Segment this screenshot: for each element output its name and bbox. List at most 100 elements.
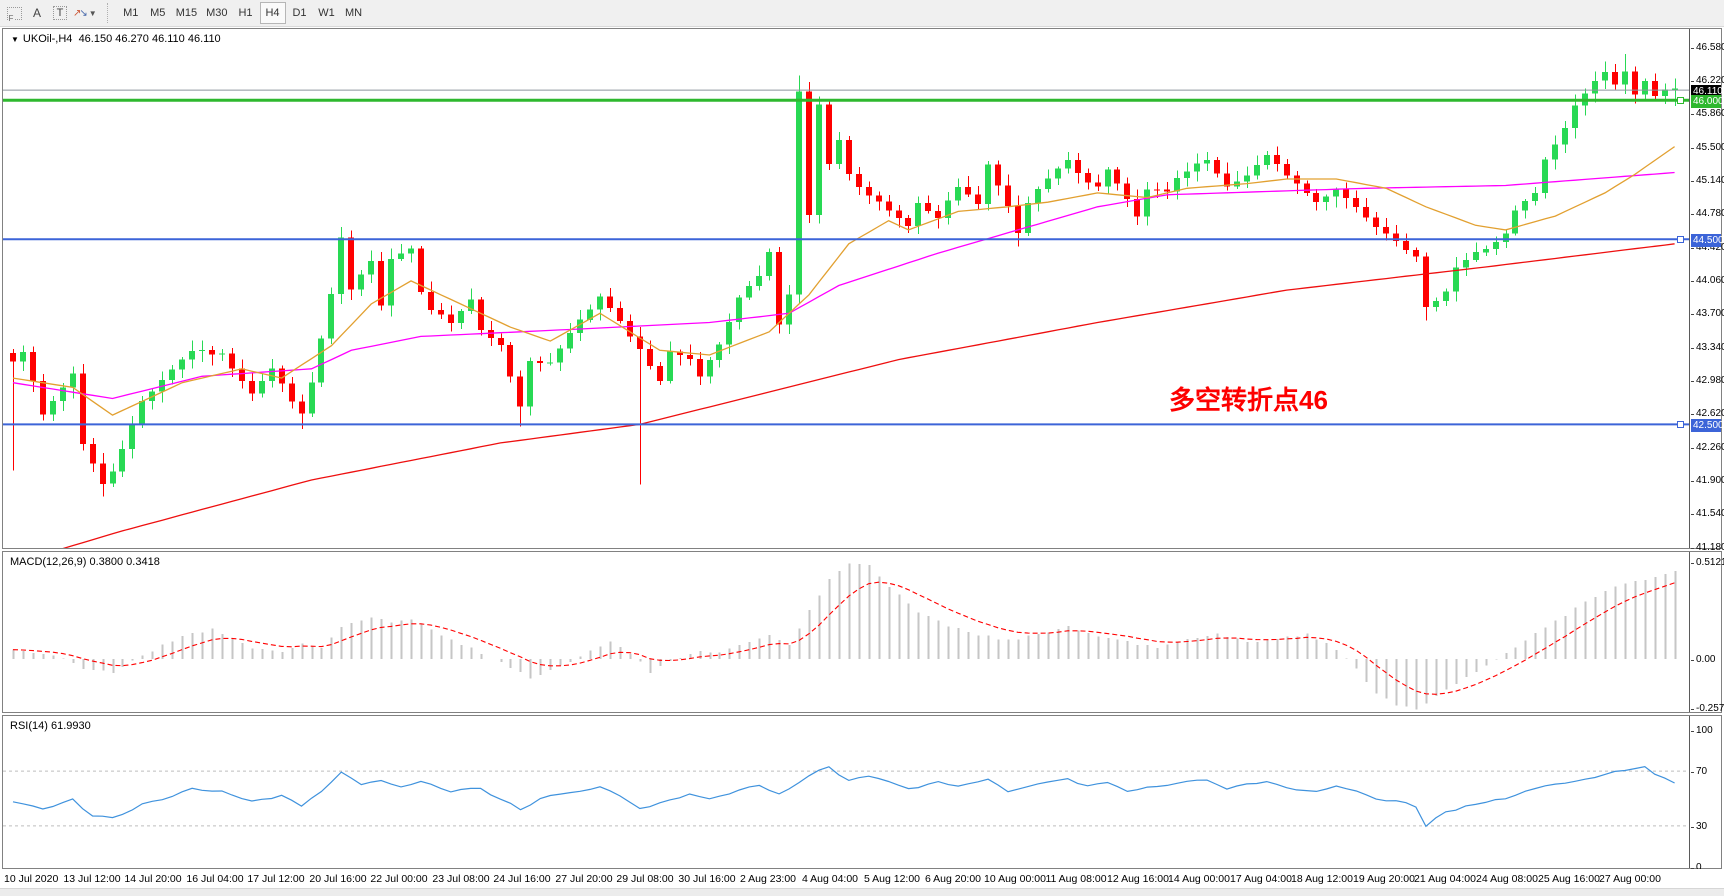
timeframe-button-MN[interactable]: MN	[344, 7, 363, 19]
letter-a-icon: A	[32, 6, 41, 20]
price-chart-plot[interactable]	[3, 29, 1690, 548]
time-axis-label: 11 Aug 08:00	[1045, 873, 1107, 885]
time-axis-label: 23 Jul 08:00	[432, 873, 490, 885]
rsi-axis-label: 70	[1696, 766, 1708, 778]
axis-tick	[1691, 181, 1694, 182]
price-axis-label: 44.420	[1696, 241, 1724, 253]
hline-handle-42.500[interactable]	[1677, 420, 1684, 428]
text-button[interactable]: T	[49, 2, 71, 24]
price-axis-label: 43.340	[1696, 341, 1724, 353]
axis-tick	[1691, 514, 1694, 515]
rsi-plot[interactable]	[3, 716, 1690, 868]
axis-tick	[1691, 709, 1694, 710]
time-axis-label: 24 Jul 16:00	[493, 873, 551, 885]
macd-plot[interactable]	[3, 552, 1690, 712]
rsi-axis-label: 100	[1696, 725, 1713, 736]
timeframe-button-M1[interactable]: M1	[123, 7, 139, 19]
time-axis-label: 10 Aug 00:00	[984, 873, 1046, 885]
window-bottom-strip	[0, 888, 1724, 896]
time-axis-label: 27 Aug 00:00	[1599, 873, 1661, 885]
ma-mid-magenta	[12, 171, 1675, 400]
axis-tick	[1691, 348, 1694, 349]
time-axis[interactable]: 10 Jul 2020 13 Jul 12:00 14 Jul 20:00 16 Ju…	[2, 869, 1722, 888]
hline-price-tag-46.000: 46.000	[1691, 94, 1724, 108]
toolbar-separator	[106, 3, 112, 23]
price-axis-label: 41.900	[1696, 474, 1724, 486]
indicator-arrows-icon: ↗↘	[73, 7, 88, 19]
macd-axis-label: 0.5121	[1696, 556, 1724, 568]
macd-axis-label: -0.2578	[1696, 702, 1724, 714]
axis-tick	[1691, 868, 1694, 869]
hline-handle-44.500[interactable]	[1677, 235, 1684, 243]
macd-chart	[12, 563, 1677, 710]
time-axis-label: 13 Jul 12:00	[63, 873, 121, 885]
time-axis-label: 2 Aug 23:00	[739, 873, 797, 885]
time-axis-label: 19 Aug 20:00	[1353, 873, 1415, 885]
price-axis-label: 42.980	[1696, 374, 1724, 386]
hline-price-tag-42.500: 42.500	[1691, 418, 1724, 432]
time-axis-label: 22 Jul 00:00	[370, 873, 428, 885]
time-axis-label: 5 Aug 12:00	[863, 873, 921, 885]
axis-tick	[1691, 660, 1694, 661]
axis-tick	[1691, 248, 1694, 249]
chart-title: ▼ UKOil-,H4 46.150 46.270 46.110 46.110	[11, 33, 221, 45]
axis-tick	[1691, 481, 1694, 482]
timeframe-button-D1[interactable]: D1	[292, 7, 307, 19]
axis-tick	[1691, 114, 1694, 115]
price-axis-label: 45.860	[1696, 108, 1724, 120]
axis-tick	[1691, 281, 1694, 282]
price-axis-label: 44.060	[1696, 274, 1724, 286]
hline-handle-46.000[interactable]	[1677, 96, 1684, 104]
rsi-line	[12, 766, 1675, 828]
candlestick-chart	[3, 54, 1689, 548]
timeframe-button-H1[interactable]: H1	[238, 7, 253, 19]
rsi-axis[interactable]: 100 70 30 0	[1691, 716, 1721, 873]
price-axis-label: 46.220	[1696, 74, 1724, 86]
chart-grid-button[interactable]: F	[3, 2, 25, 24]
current-price-tag: 46.110	[1691, 84, 1723, 98]
axis-tick	[1691, 314, 1694, 315]
ma-slow-red	[62, 243, 1675, 548]
rsi-axis-label: 30	[1696, 820, 1708, 832]
rsi-label: RSI(14) 61.9930	[10, 720, 91, 732]
annotation-text[interactable]: 多空转折点46	[1169, 385, 1328, 415]
timeframe-button-M15[interactable]: M15	[175, 7, 198, 19]
time-axis-label: 14 Jul 20:00	[124, 873, 182, 885]
price-axis-label: 46.580	[1696, 41, 1724, 53]
time-axis-label: 10 Jul 2020	[4, 873, 59, 885]
ma-fast-orange	[12, 146, 1675, 416]
time-axis-label: 18 Aug 12:00	[1291, 873, 1353, 885]
time-axis-label: 24 Aug 08:00	[1476, 873, 1538, 885]
time-axis-label: 6 Aug 20:00	[924, 873, 982, 885]
axis-tick	[1691, 563, 1694, 564]
timeframe-button-H4[interactable]: H4	[259, 2, 286, 24]
timeframe-button-M5[interactable]: M5	[150, 7, 166, 19]
cursor-button[interactable]: A	[26, 2, 48, 24]
symbol-dropdown-icon[interactable]: ▼	[11, 35, 19, 44]
rsi-panel: 100 70 30 0 RSI(14) 61.9930	[2, 715, 1722, 873]
macd-histogram	[12, 563, 1677, 710]
macd-axis-label: 0.00	[1696, 654, 1716, 665]
price-axis-label: 41.180	[1696, 541, 1724, 553]
axis-tick	[1691, 772, 1694, 773]
macd-axis[interactable]: 0.5121 0.00 -0.2578	[1691, 552, 1724, 714]
time-axis-label: 4 Aug 04:00	[801, 873, 859, 885]
price-axis-label: 45.140	[1696, 174, 1724, 186]
main-chart-panel: ▼ UKOil-,H4 46.150 46.270 46.110 46.110 4…	[2, 28, 1724, 553]
macd-panel: 0.5121 0.00 -0.2578 MACD(12,26,9) 0.3800 0…	[2, 551, 1724, 714]
macd-label: MACD(12,26,9) 0.3800 0.3418	[10, 556, 160, 568]
toolbar: F A T ↗↘ ▼ M1 M5 M15 M30 H1 H4 D1 W1 MN	[0, 0, 1724, 27]
time-axis-label: 17 Aug 04:00	[1230, 873, 1292, 885]
price-axis[interactable]: 46.580 46.220 45.860 45.500 45.140 44.780 44.4…	[1691, 29, 1724, 553]
time-axis-label: 21 Aug 04:00	[1414, 873, 1476, 885]
price-axis-label: 41.540	[1696, 508, 1724, 520]
timeframe-button-W1[interactable]: W1	[318, 7, 335, 19]
hline-price-tag-44.500: 44.500	[1691, 233, 1724, 247]
indicators-button[interactable]: ↗↘ ▼	[72, 2, 98, 24]
time-axis-label: 16 Jul 04:00	[186, 873, 244, 885]
chart-title-quote: 46.150 46.270 46.110 46.110	[78, 33, 221, 45]
timeframe-button-M30[interactable]: M30	[206, 7, 228, 19]
rsi-axis-label: 0	[1696, 862, 1702, 873]
time-axis-label: 29 Jul 08:00	[616, 873, 674, 885]
